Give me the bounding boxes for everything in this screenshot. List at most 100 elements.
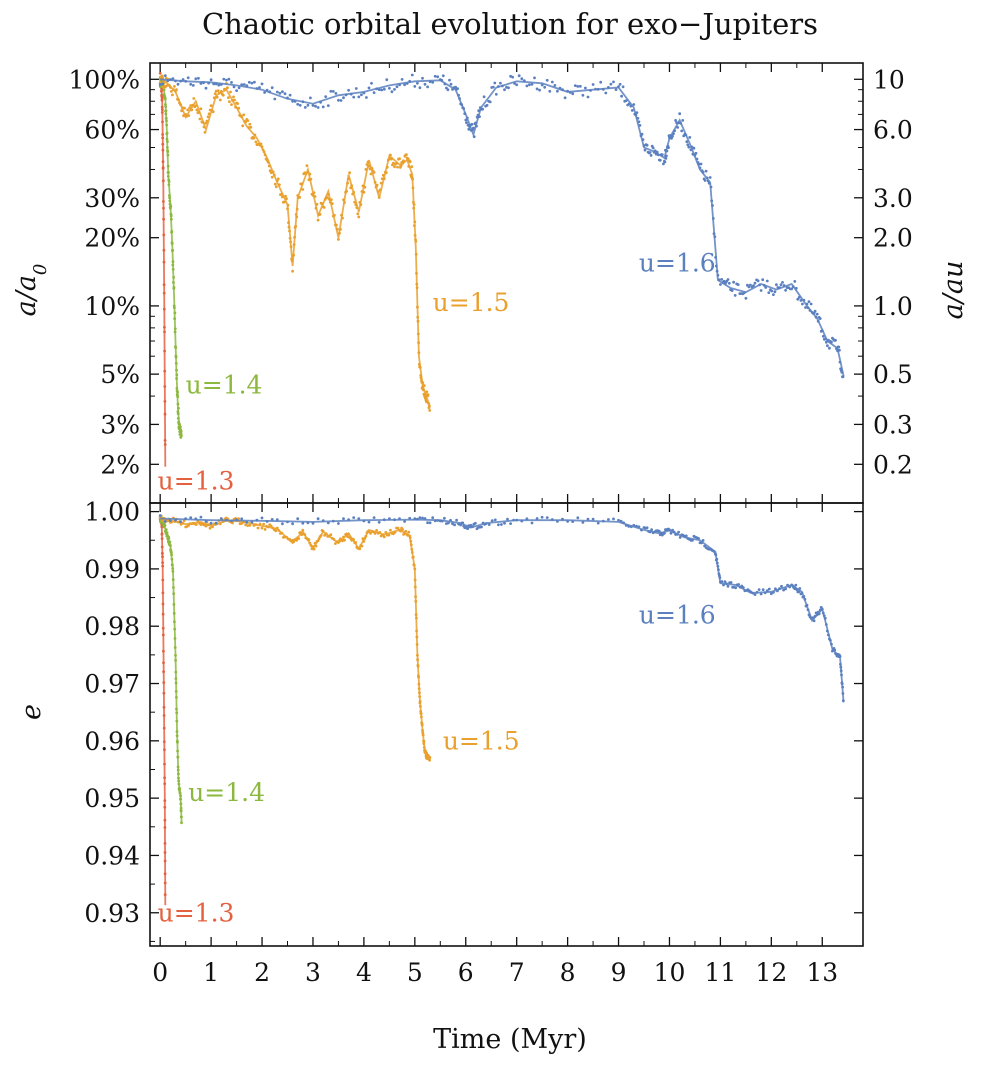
series-point-top-3-189 [563, 96, 567, 100]
series-point-bottom-2-183 [401, 528, 404, 531]
series-point-top-1-71 [173, 317, 177, 320]
series-point-bottom-2-210 [416, 653, 419, 657]
series-point-top-3-63 [319, 100, 322, 104]
series-point-bottom-2-67 [254, 523, 258, 526]
series-point-top-3-201 [594, 87, 597, 91]
series-point-top-3-211 [618, 82, 622, 86]
series-point-bottom-1-62 [174, 670, 178, 674]
series-point-top-2-222 [369, 172, 373, 176]
series-point-top-1-36 [166, 150, 170, 154]
series-point-top-3-218 [629, 104, 633, 108]
series-point-bottom-2-218 [418, 691, 421, 695]
series-point-top-2-104 [259, 142, 263, 146]
series-point-top-0-44 [163, 369, 167, 373]
series-point-bottom-0-41 [163, 805, 167, 809]
series-point-bottom-3-18 [250, 520, 254, 524]
series-point-top-2-219 [366, 160, 370, 164]
series-point-bottom-2-127 [332, 537, 336, 541]
series-point-bottom-1-86 [178, 787, 182, 790]
series-point-top-3-188 [561, 88, 564, 92]
series-point-top-3-140 [472, 126, 475, 130]
series-point-bottom-2-140 [347, 532, 350, 536]
series-point-bottom-3-81 [471, 525, 474, 529]
series-point-bottom-0-36 [163, 748, 166, 752]
series-point-bottom-3-181 [714, 553, 718, 557]
series-point-bottom-0-43 [163, 826, 167, 829]
series-point-top-2-229 [376, 190, 380, 193]
series-point-top-3-379 [814, 315, 818, 319]
series-point-top-2-176 [322, 206, 326, 209]
series-point-top-0-34 [162, 217, 166, 221]
series-point-top-3-276 [684, 133, 688, 137]
series-point-top-1-37 [166, 153, 170, 157]
series-point-top-3-21 [212, 82, 216, 86]
series-point-bottom-1-71 [175, 734, 179, 738]
chart-title: Chaotic orbital evolution for exo−Jupite… [202, 7, 818, 41]
series-point-top-2-116 [271, 170, 275, 174]
series-label-bottom-2: u=1.5 [443, 726, 520, 755]
series-point-top-3-355 [782, 284, 786, 287]
series-point-top-2-281 [414, 252, 418, 256]
series-point-top-2-199 [346, 181, 349, 185]
series-point-bottom-3-61 [440, 519, 444, 523]
series-point-top-2-247 [395, 162, 398, 165]
series-point-top-1-15 [162, 88, 166, 92]
series-point-bottom-3-107 [550, 518, 554, 521]
series-point-top-3-269 [677, 121, 680, 125]
series-point-top-2-64 [218, 98, 222, 102]
series-point-top-3-404 [838, 360, 842, 364]
series-point-top-3-297 [705, 176, 709, 180]
x-tick-label-4: 4 [356, 958, 372, 987]
series-point-bottom-0-11 [160, 525, 164, 529]
series-point-top-3-109 [436, 75, 440, 79]
series-point-top-3-353 [779, 283, 783, 287]
series-point-top-3-181 [543, 85, 547, 89]
series-point-top-3-290 [698, 166, 702, 170]
series-point-top-2-37 [191, 103, 195, 107]
series-point-top-3-332 [747, 285, 751, 289]
series-point-top-3-203 [599, 80, 603, 84]
series-point-bottom-3-289 [841, 699, 845, 703]
series-point-top-3-195 [578, 84, 582, 88]
series-point-bottom-3-19 [255, 518, 259, 522]
series-point-top-3-347 [770, 289, 774, 293]
series-label-top-1: u=1.4 [186, 371, 263, 400]
series-point-top-2-17 [171, 93, 174, 97]
series-point-bottom-1-59 [173, 646, 177, 649]
series-point-bottom-3-135 [650, 528, 653, 532]
series-point-top-2-259 [405, 153, 408, 157]
series-point-bottom-1-64 [174, 681, 178, 685]
series-point-top-3-37 [253, 80, 256, 84]
series-point-top-2-119 [274, 185, 278, 189]
series-point-bottom-2-118 [319, 534, 323, 537]
series-point-top-3-88 [382, 87, 386, 91]
series-point-top-3-26 [225, 78, 228, 82]
series-point-top-3-67 [329, 89, 333, 93]
series-point-top-3-144 [475, 124, 478, 128]
series-point-top-2-198 [345, 189, 348, 193]
series-point-top-1-87 [176, 390, 180, 394]
series-point-top-3-329 [742, 291, 746, 295]
series-point-bottom-2-71 [262, 522, 265, 526]
series-point-bottom-2-211 [416, 658, 419, 662]
series-point-top-2-23 [177, 98, 180, 102]
series-point-bottom-1-68 [175, 711, 179, 715]
series-point-top-2-316 [427, 402, 430, 405]
series-point-top-2-195 [342, 198, 345, 202]
x-tick-label-3: 3 [305, 958, 321, 987]
series-point-top-3-366 [799, 299, 803, 302]
series-point-top-2-286 [416, 315, 420, 319]
series-point-bottom-3-57 [431, 516, 435, 520]
series-point-bottom-3-213 [755, 590, 759, 594]
series-point-top-2-203 [350, 184, 354, 188]
series-point-top-2-234 [381, 173, 385, 177]
series-point-top-3-215 [624, 99, 628, 102]
series-point-bottom-2-177 [393, 530, 397, 534]
series-point-top-3-303 [711, 204, 714, 207]
series-point-bottom-3-125 [629, 525, 633, 529]
series-point-top-3-85 [375, 87, 378, 91]
series-point-top-2-107 [262, 150, 266, 154]
series-point-bottom-2-231 [421, 731, 425, 734]
series-point-top-0-40 [162, 307, 166, 311]
series-point-top-0-24 [161, 133, 165, 136]
